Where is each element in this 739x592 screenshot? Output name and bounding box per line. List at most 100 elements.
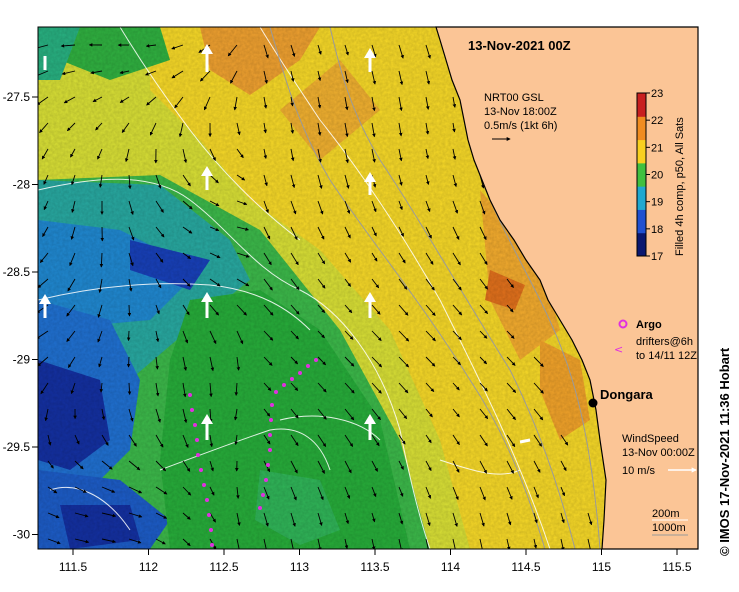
- colorbar-segment: [637, 116, 646, 141]
- current-arrow: [506, 512, 512, 526]
- current-arrow: [263, 382, 272, 392]
- current-arrow: [452, 304, 463, 316]
- x-tick-label: 114: [441, 560, 460, 574]
- current-arrow: [344, 408, 355, 421]
- current-arrow: [236, 226, 249, 231]
- current-arrow: [263, 538, 267, 549]
- current-arrow: [506, 486, 513, 500]
- current-arrow: [155, 486, 168, 495]
- current-arrow: [209, 278, 221, 287]
- current-arrow: [128, 408, 134, 422]
- current-arrow: [479, 486, 486, 501]
- current-arrow: [398, 434, 406, 445]
- current-arrow: [371, 408, 381, 421]
- current-arrow: [101, 408, 106, 421]
- current-arrow: [145, 44, 157, 48]
- current-arrow: [38, 44, 49, 49]
- current-arrow: [236, 538, 241, 549]
- current-arrow: [533, 356, 544, 368]
- current-arrow: [317, 382, 327, 393]
- current-arrow: [317, 278, 326, 289]
- current-arrow: [230, 70, 238, 84]
- colorbar-tick-label: 21: [651, 142, 663, 154]
- colorbar-segment: [637, 139, 646, 164]
- current-arrow: [263, 408, 271, 417]
- current-arrow: [587, 538, 592, 549]
- current-arrow: [155, 174, 162, 189]
- current-arrow: [209, 382, 213, 398]
- current-arrow: [425, 174, 430, 185]
- current-arrow: [290, 382, 299, 391]
- current-arrow: [452, 200, 459, 214]
- map-title: 13-Nov-2021 00Z: [468, 38, 571, 53]
- current-arrow: [371, 148, 376, 163]
- current-arrow: [236, 200, 248, 206]
- current-arrow: [124, 148, 130, 163]
- current-arrow: [101, 512, 117, 518]
- current-arrow: [209, 434, 214, 448]
- current-arrow: [344, 486, 351, 500]
- current-arrow: [317, 148, 322, 163]
- drifter-tracks: [188, 358, 318, 547]
- current-arrow: [145, 70, 157, 76]
- current-arrow: [317, 96, 322, 109]
- current-arrow: [128, 278, 133, 292]
- current-arrow: [479, 356, 488, 365]
- colorbar-segment: [637, 209, 646, 234]
- current-arrow: [128, 460, 141, 471]
- current-arrow: [344, 148, 349, 164]
- current-arrow: [127, 304, 132, 317]
- current-arrow: [533, 382, 544, 394]
- current-arrow: [452, 252, 461, 266]
- current-arrow: [398, 44, 404, 59]
- current-arrow: [425, 200, 431, 213]
- current-arrow: [290, 486, 297, 501]
- plot-frame: [37, 26, 699, 550]
- current-arrow: [227, 44, 238, 57]
- current-arrow: [182, 408, 188, 424]
- current-arrow: [344, 200, 351, 214]
- argo-label: Argo: [636, 319, 662, 331]
- current-arrow: [452, 460, 460, 473]
- current-arrow: [425, 96, 430, 110]
- current-arrow: [263, 148, 268, 159]
- current-arrow: [236, 512, 241, 526]
- colorbar-tick-label: 17: [651, 251, 663, 263]
- current-arrow: [533, 512, 538, 524]
- current-arrow: [47, 460, 54, 469]
- y-tick-label: -30: [13, 528, 31, 542]
- current-arrow: [74, 434, 80, 445]
- current-arrow: [209, 200, 220, 207]
- current-arrow: [38, 96, 49, 106]
- current-arrow: [43, 174, 49, 185]
- current-arrow: [344, 382, 355, 394]
- current-arrow: [155, 252, 164, 263]
- current-arrow: [97, 304, 103, 318]
- y-tick-label: -29: [13, 353, 31, 367]
- drifters-period: to 14/11 12Z: [636, 350, 697, 362]
- current-arrow: [101, 538, 116, 544]
- colorbar-tick-label: 18: [651, 224, 663, 236]
- current-arrow: [290, 538, 296, 549]
- current-arrow: [371, 226, 377, 237]
- current-arrow: [236, 252, 250, 258]
- current-arrow: [425, 330, 436, 342]
- current-vectors: [38, 43, 593, 549]
- current-arrow: [128, 538, 142, 544]
- current-arrow: [317, 486, 324, 501]
- y-tick-label: -27.5: [3, 90, 31, 104]
- current-arrow: [479, 278, 488, 290]
- current-arrow: [263, 486, 270, 500]
- current-arrow: [290, 148, 295, 162]
- current-arrow: [182, 200, 193, 210]
- current-arrow: [203, 96, 211, 111]
- current-arrow: [452, 330, 462, 341]
- x-tick-label: 115: [592, 560, 611, 574]
- current-arrow: [479, 382, 488, 392]
- colorbar: 23 22 21 20 19 18 17 Filled 4h comp, p50, All …: [636, 88, 686, 263]
- current-arrow: [425, 278, 435, 291]
- current-arrow: [47, 486, 58, 494]
- colorbar-tick-label: 19: [651, 197, 663, 209]
- current-arrow: [233, 408, 238, 421]
- current-legend-time: 13-Nov 18:00Z: [484, 106, 557, 118]
